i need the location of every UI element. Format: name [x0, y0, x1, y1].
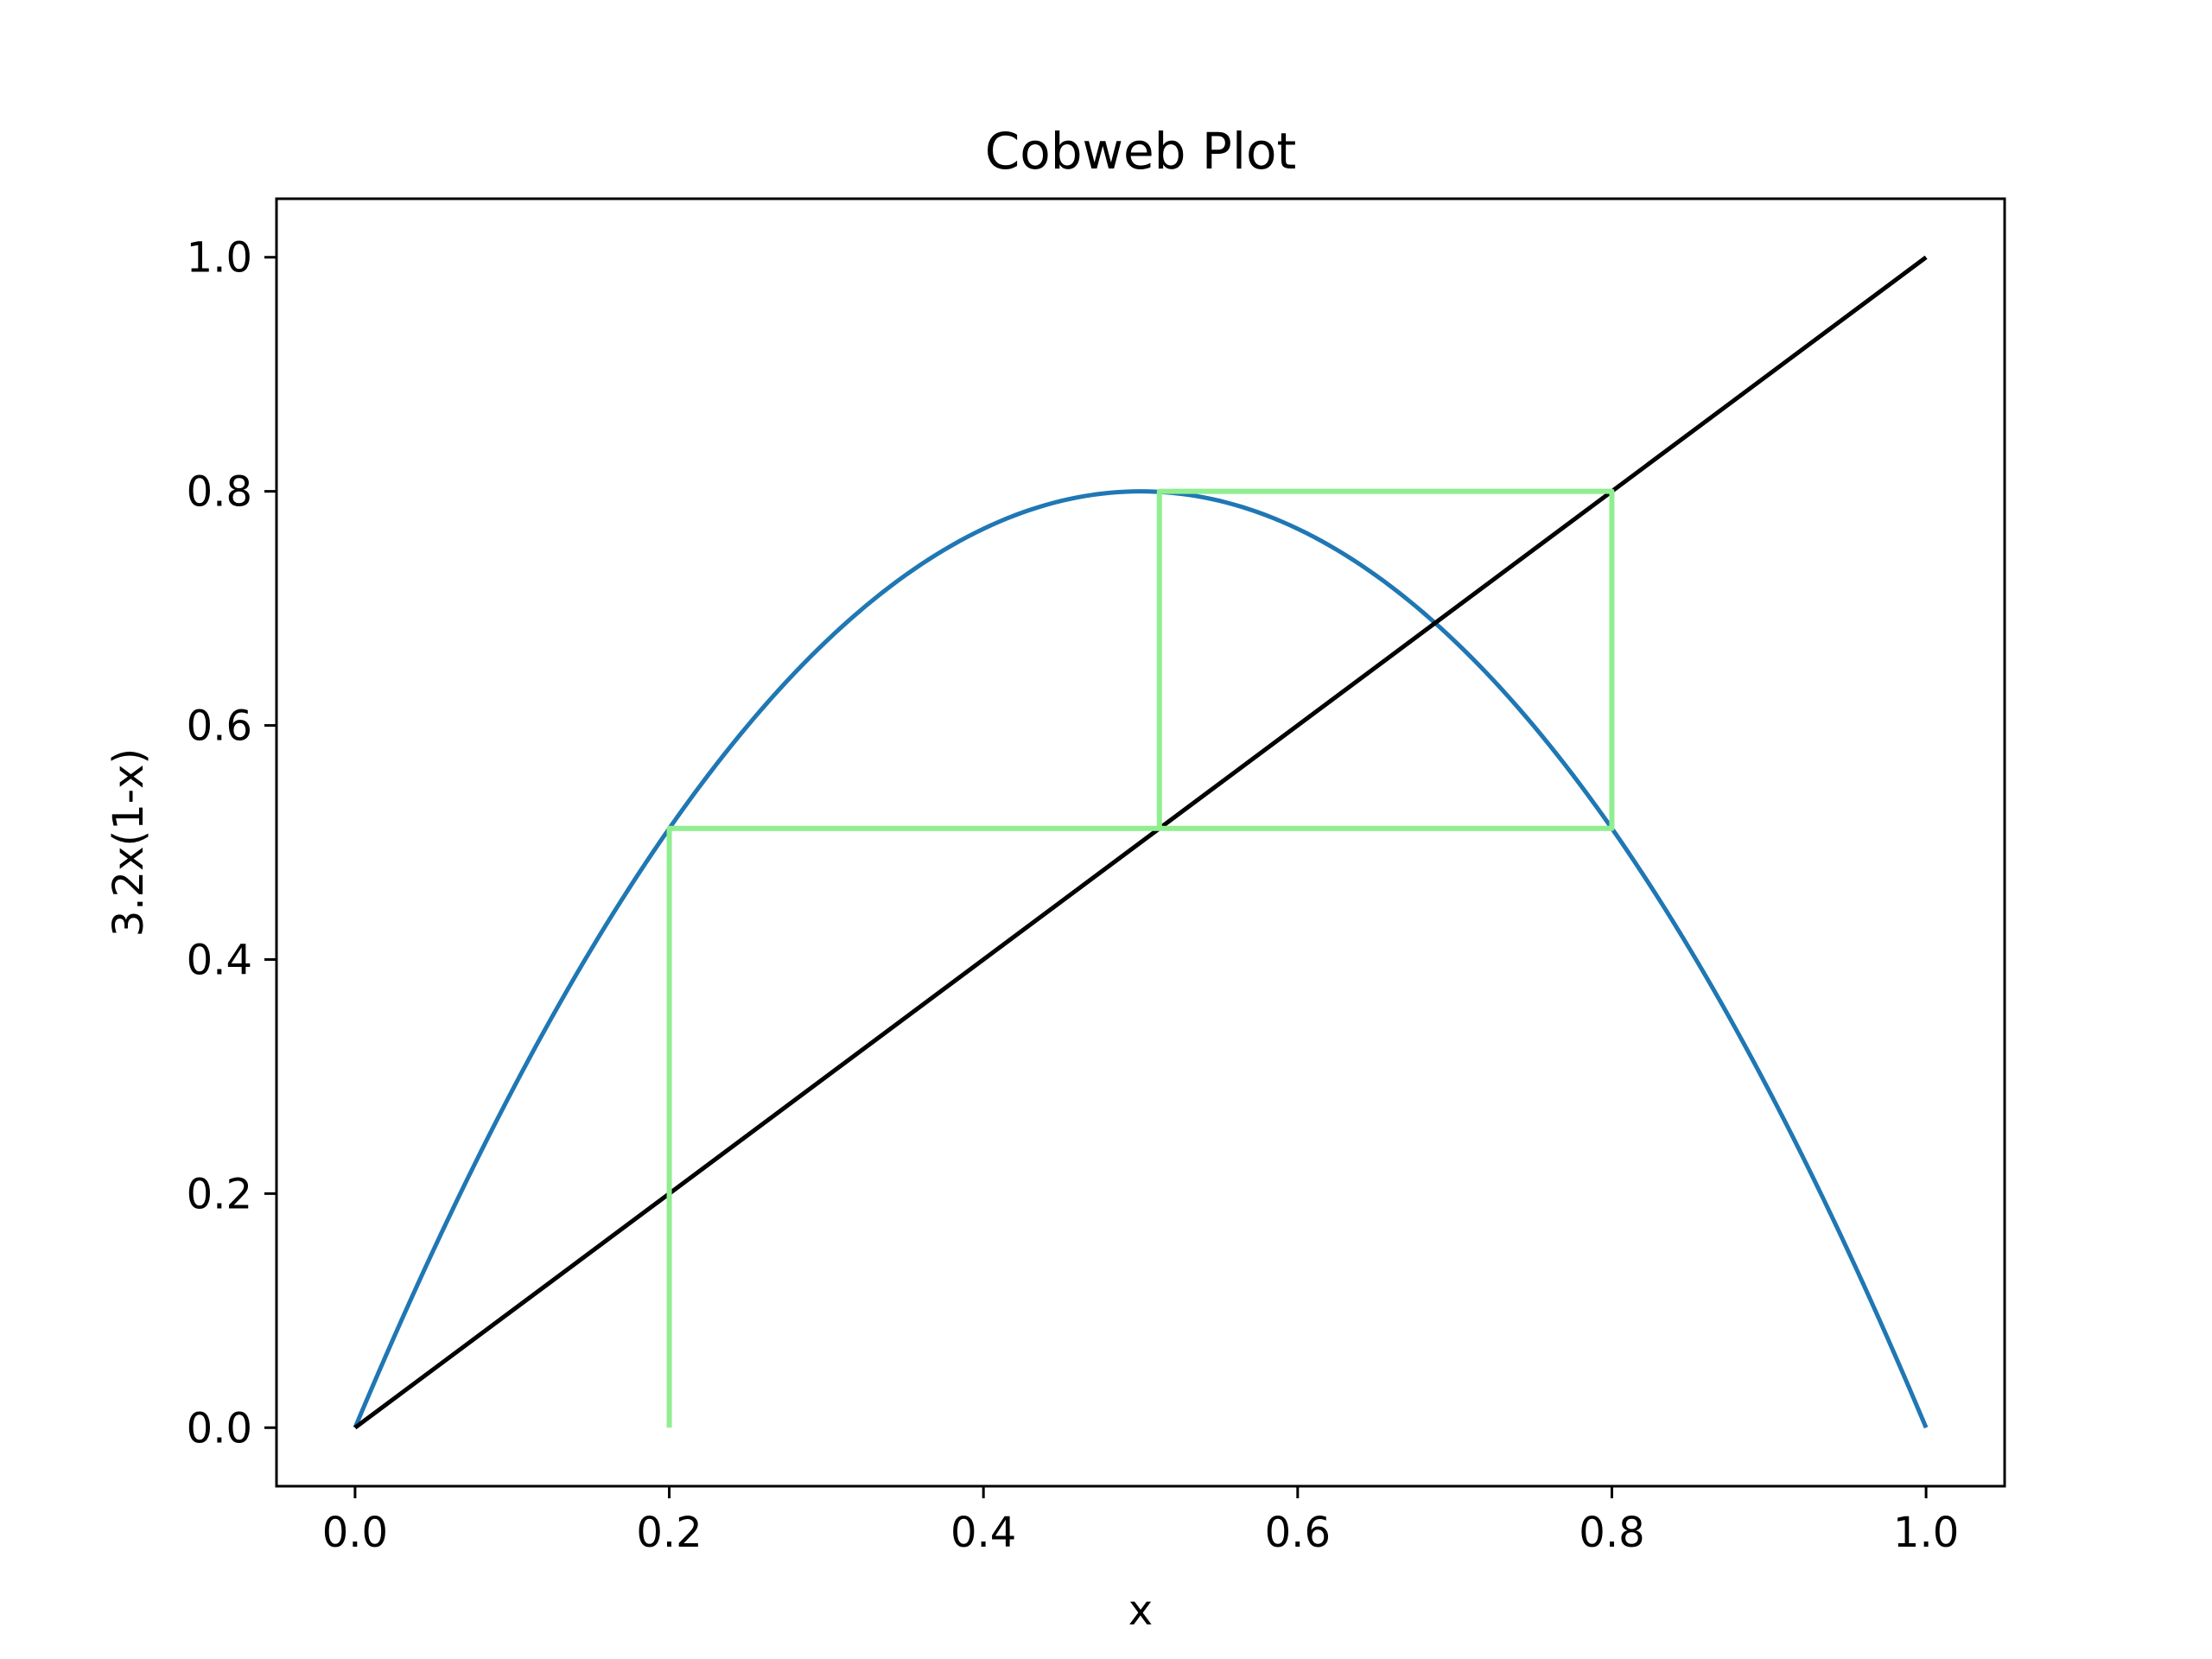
x-tick-label: 1.0 — [1893, 1509, 1959, 1557]
x-tick-label: 0.6 — [1265, 1509, 1331, 1557]
y-axis-label: 3.2x(1-x) — [105, 748, 153, 937]
y-tick-label: 0.4 — [187, 936, 252, 984]
x-tick-label: 0.8 — [1579, 1509, 1644, 1557]
chart-title: Cobweb Plot — [985, 122, 1297, 181]
y-tick-label: 0.8 — [187, 468, 252, 517]
cobweb-path — [666, 488, 1615, 1428]
y-tick-label: 0.0 — [187, 1404, 252, 1452]
x-tick-label: 0.0 — [322, 1509, 388, 1557]
y-tick-label: 0.6 — [187, 702, 252, 751]
plot-series — [353, 255, 1929, 1430]
y-tick-label: 0.2 — [187, 1170, 252, 1218]
x-axis: 0.0 0.2 0.4 0.6 0.8 1.0 — [322, 1486, 1959, 1557]
plot-frame — [275, 197, 2006, 1488]
y-axis: 0.0 0.2 0.4 0.6 0.8 1.0 — [187, 234, 276, 1452]
x-tick-label: 0.2 — [636, 1509, 702, 1557]
x-tick-label: 0.4 — [950, 1509, 1016, 1557]
x-axis-label: x — [1128, 1586, 1153, 1635]
y-tick-label: 1.0 — [187, 234, 252, 283]
logistic-curve — [353, 489, 1929, 1429]
identity-line — [353, 255, 1928, 1430]
